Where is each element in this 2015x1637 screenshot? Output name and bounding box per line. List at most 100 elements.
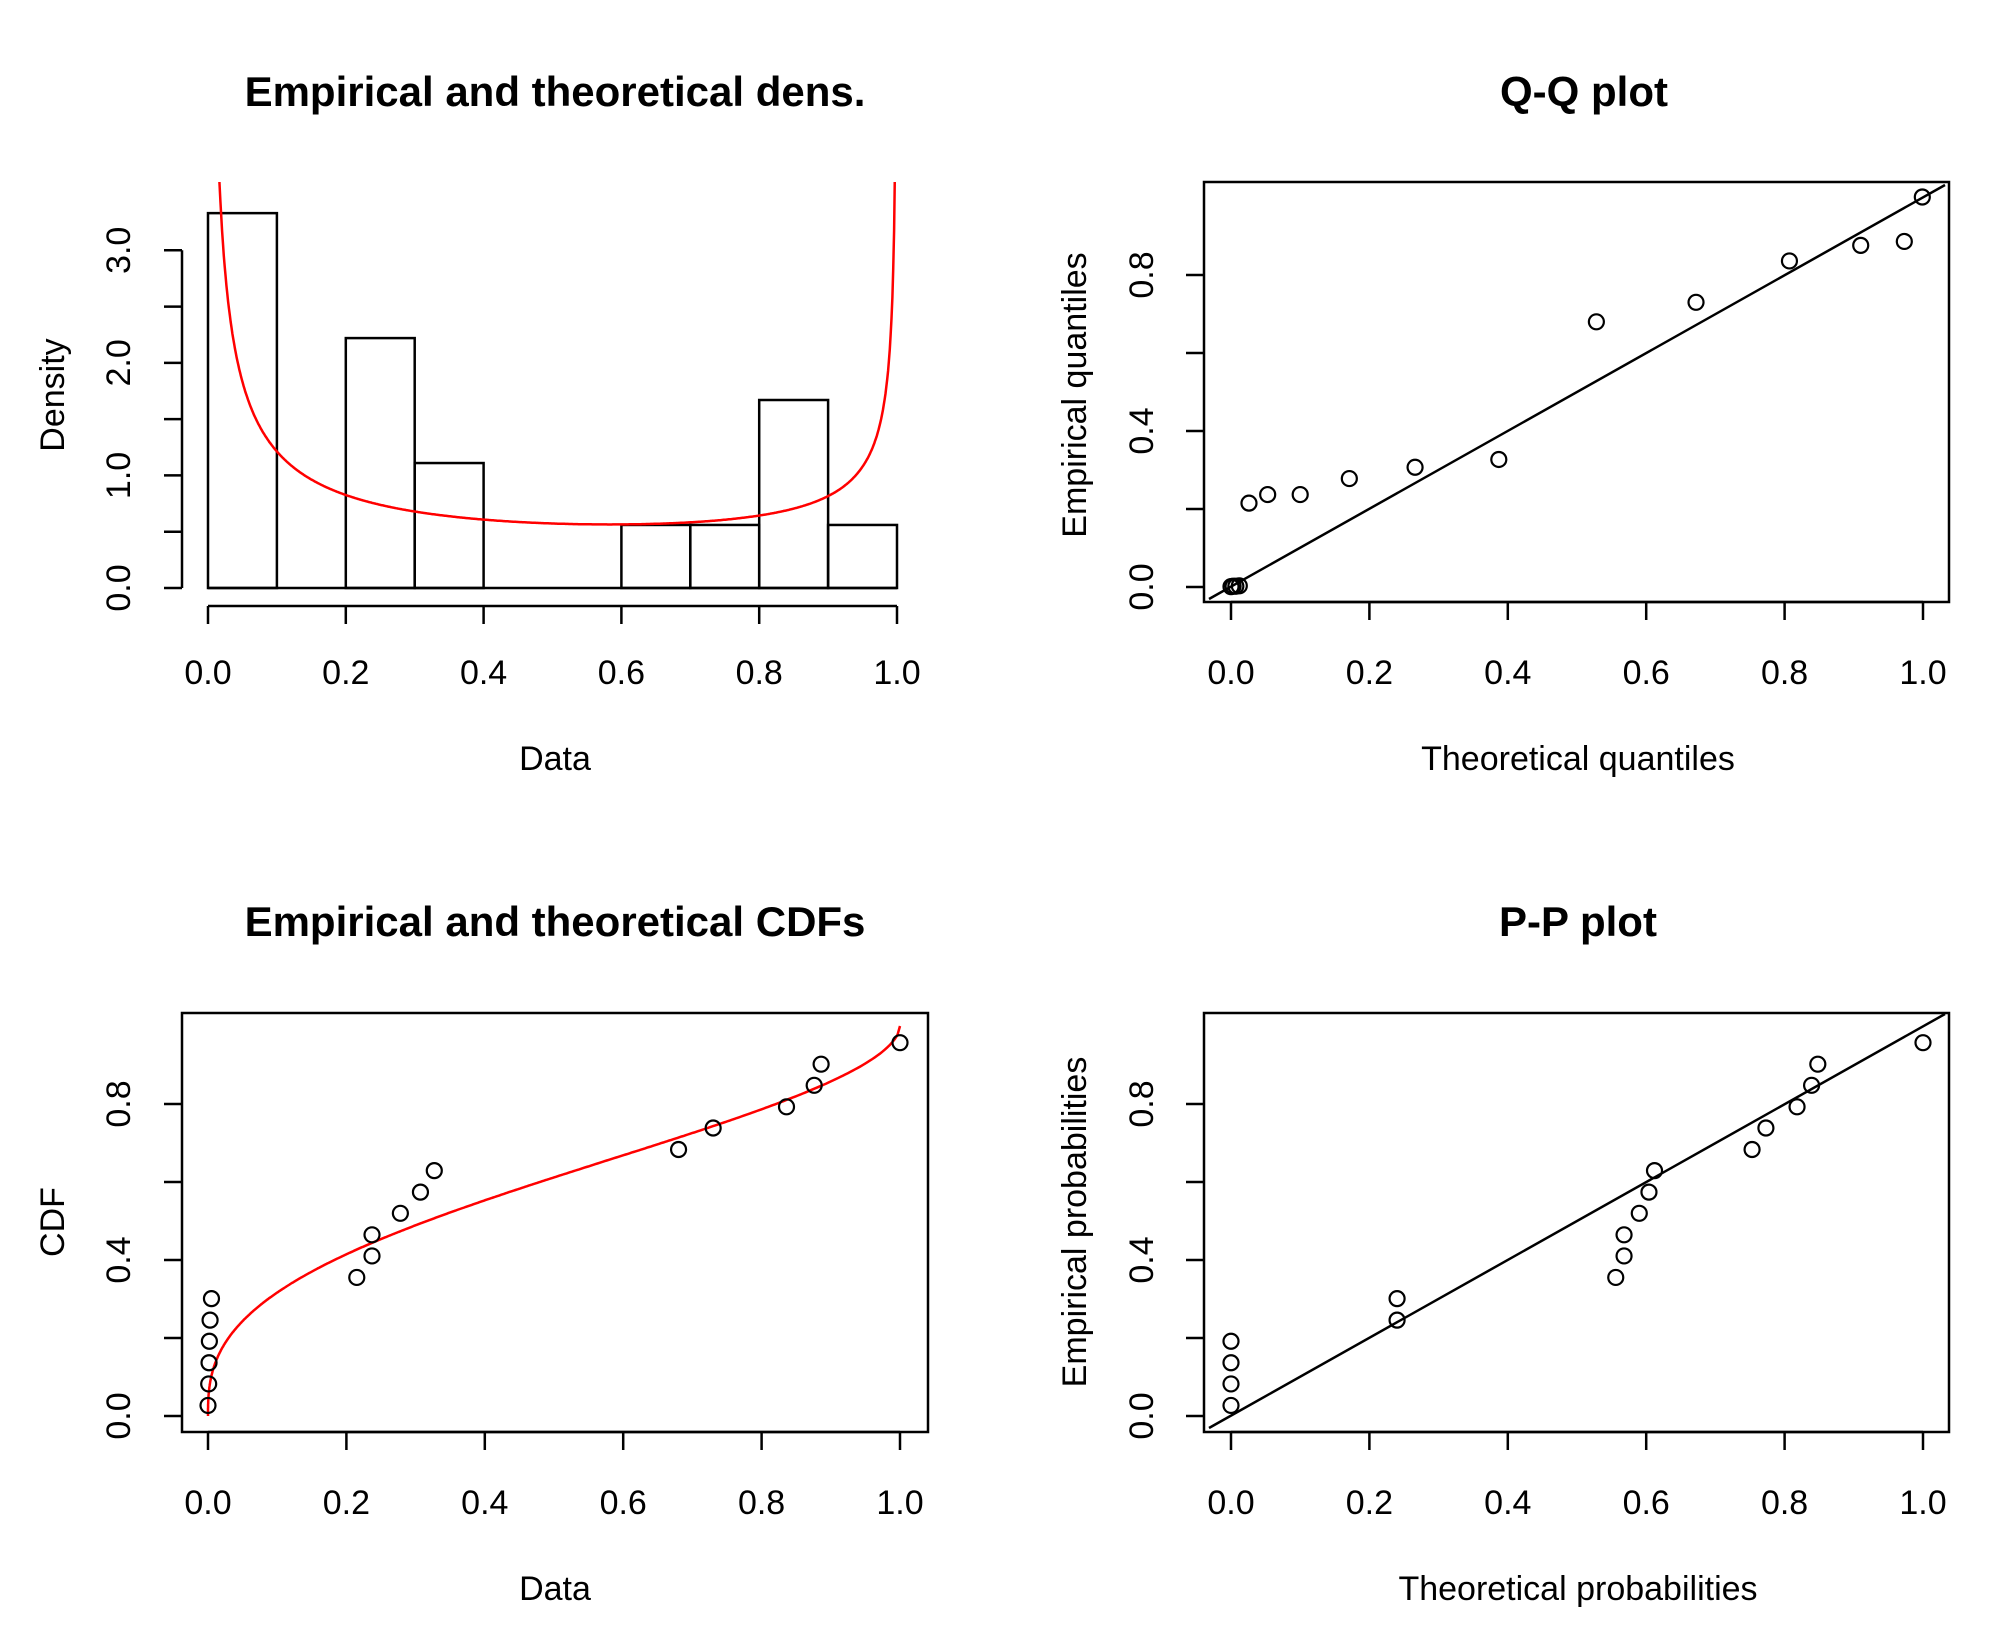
data-point xyxy=(1780,252,1799,270)
data-point xyxy=(1913,188,1931,206)
data-point xyxy=(1222,1332,1240,1350)
x-tick-label: 0.4 xyxy=(1484,1484,1531,1522)
histogram-bar xyxy=(206,211,279,590)
y-tick-label: 0.0 xyxy=(1123,563,1161,610)
data-point xyxy=(1615,1247,1633,1265)
y-axis-label: Empirical probabilities xyxy=(1056,1057,1094,1388)
data-point xyxy=(363,1247,381,1265)
data-point xyxy=(200,1332,218,1350)
y-tick-label: 2.0 xyxy=(100,339,138,386)
panel-2 xyxy=(1186,180,1951,620)
x-tick-label: 0.4 xyxy=(460,654,507,692)
data-point xyxy=(1406,458,1424,476)
data-point xyxy=(1743,1140,1761,1159)
x-tick-label: 0.6 xyxy=(600,1484,647,1522)
y-tick-label: 0.4 xyxy=(100,1236,138,1283)
x-tick-label: 0.2 xyxy=(1346,1484,1393,1522)
data-point xyxy=(1757,1119,1775,1137)
x-tick-label: 0.2 xyxy=(322,654,369,692)
data-point xyxy=(1388,1290,1406,1308)
data-point xyxy=(202,1290,221,1308)
x-tick-label: 0.4 xyxy=(461,1484,508,1522)
y-tick-label: 3.0 xyxy=(100,227,138,274)
chart-title: Empirical and theoretical CDFs xyxy=(245,898,866,945)
data-point xyxy=(1645,1162,1664,1180)
data-point xyxy=(1615,1226,1633,1244)
data-point xyxy=(1291,485,1309,504)
data-point xyxy=(1687,293,1705,311)
panel-1 xyxy=(164,182,899,624)
data-point xyxy=(1607,1268,1625,1287)
data-point xyxy=(891,1034,909,1052)
x-axis-label: Theoretical quantiles xyxy=(1421,740,1735,778)
chart-title: Empirical and theoretical dens. xyxy=(245,68,866,115)
data-point xyxy=(1222,1375,1240,1393)
data-point xyxy=(1630,1204,1648,1222)
chart-title: P-P plot xyxy=(1499,898,1657,945)
data-point xyxy=(1230,577,1248,595)
histogram-bar xyxy=(620,523,692,590)
histogram-bar xyxy=(689,523,761,590)
x-tick-label: 0.6 xyxy=(598,654,645,692)
data-point xyxy=(1895,232,1913,251)
data-point xyxy=(1809,1055,1827,1073)
x-tick-label: 1.0 xyxy=(1899,1484,1946,1522)
x-tick-label: 0.0 xyxy=(184,654,231,692)
x-axis-label: Data xyxy=(519,740,591,778)
data-point xyxy=(812,1055,830,1073)
data-point xyxy=(199,1396,217,1415)
x-axis-label: Theoretical probabilities xyxy=(1398,1570,1757,1608)
x-tick-label: 0.4 xyxy=(1484,654,1531,692)
y-tick-label: 0.4 xyxy=(1123,1236,1161,1283)
y-tick-label: 0.8 xyxy=(1123,251,1161,298)
data-point xyxy=(1852,236,1870,254)
y-tick-label: 0.8 xyxy=(100,1080,138,1127)
theoretical-cdf-curve xyxy=(206,1025,902,1416)
y-tick-label: 0.0 xyxy=(100,1392,138,1439)
data-point xyxy=(1240,494,1258,512)
data-point xyxy=(201,1311,219,1329)
data-point xyxy=(425,1162,443,1180)
data-point xyxy=(1914,1034,1932,1052)
data-point xyxy=(348,1268,366,1287)
x-tick-label: 0.8 xyxy=(1761,1484,1808,1522)
x-tick-label: 0.8 xyxy=(1761,654,1808,692)
panel-4 xyxy=(1186,1011,1951,1450)
x-tick-label: 0.0 xyxy=(1207,1484,1254,1522)
data-point xyxy=(805,1076,823,1094)
y-tick-label: 0.0 xyxy=(1123,1392,1161,1439)
data-point xyxy=(704,1119,722,1137)
data-point xyxy=(1640,1183,1658,1201)
x-tick-label: 1.0 xyxy=(876,1484,923,1522)
histogram-bar xyxy=(413,461,485,590)
y-axis-label: CDF xyxy=(34,1187,72,1257)
reference-line xyxy=(1208,183,1946,601)
histogram-bar xyxy=(344,336,416,590)
chart-title: Q-Q plot xyxy=(1500,68,1668,115)
data-point xyxy=(200,1354,218,1372)
data-point xyxy=(1222,1396,1240,1415)
x-tick-label: 1.0 xyxy=(1899,654,1946,692)
x-tick-label: 0.6 xyxy=(1623,1484,1670,1522)
x-tick-label: 0.8 xyxy=(738,1484,785,1522)
x-tick-label: 0.0 xyxy=(184,1484,231,1522)
x-tick-label: 1.0 xyxy=(873,654,920,692)
y-tick-label: 0.8 xyxy=(1123,1080,1161,1127)
y-tick-label: 1.0 xyxy=(100,452,138,499)
data-point xyxy=(669,1140,688,1159)
data-point xyxy=(200,1375,218,1393)
data-point xyxy=(777,1098,796,1116)
data-point xyxy=(391,1204,409,1222)
plot-frame xyxy=(180,1011,930,1434)
x-tick-label: 0.2 xyxy=(323,1484,370,1522)
y-tick-label: 0.0 xyxy=(100,564,138,611)
data-point xyxy=(1490,450,1508,469)
x-tick-label: 0.6 xyxy=(1623,654,1670,692)
data-point xyxy=(1222,1354,1240,1372)
y-tick-label: 0.4 xyxy=(1123,407,1161,454)
reference-line xyxy=(1208,1012,1946,1430)
x-tick-label: 0.8 xyxy=(736,654,783,692)
x-tick-label: 0.2 xyxy=(1346,654,1393,692)
data-point xyxy=(1388,1311,1406,1329)
